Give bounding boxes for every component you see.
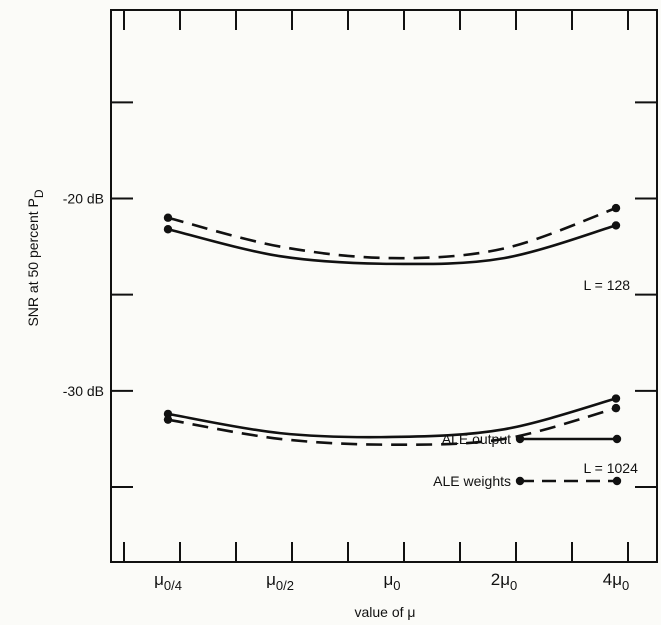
- y-tick-label: -30 dB: [63, 383, 104, 399]
- series-line-dashed: [167, 406, 617, 446]
- tick-marks: [111, 10, 657, 562]
- y-tick-label: -20 dB: [63, 190, 104, 206]
- series-endpoint-marker: [163, 415, 173, 424]
- curve-group-label: L = 128: [584, 277, 631, 293]
- legend-marker: [515, 434, 525, 444]
- y-tick-labels: -20 dB -30 dB: [63, 190, 104, 398]
- series-endpoint-marker: [611, 394, 621, 403]
- legend-label: ALE weights: [433, 473, 511, 489]
- legend-marker: [612, 476, 622, 486]
- x-tick-label: 2μ0: [491, 570, 517, 593]
- legend: ALE output ALE weights: [433, 431, 622, 489]
- plot-frame: [110, 9, 658, 563]
- series-endpoint-marker: [611, 203, 621, 213]
- legend-marker: [515, 476, 525, 486]
- x-tick-labels: μ0/4 μ0/2 μ0 2μ0 4μ0: [154, 570, 629, 593]
- x-tick-label: μ0/4: [154, 570, 182, 593]
- curve-group-label: L = 1024: [584, 460, 639, 476]
- legend-label: ALE output: [442, 431, 511, 447]
- series-endpoint-marker: [163, 409, 173, 419]
- x-axis-label: value of μ: [355, 604, 416, 620]
- series-group: [163, 203, 621, 446]
- series-endpoint-marker: [611, 403, 621, 413]
- series-line-solid: [167, 224, 617, 266]
- annotations: L = 128 L = 1024: [584, 277, 639, 476]
- series-endpoint-marker: [611, 221, 621, 230]
- legend-marker: [612, 434, 622, 444]
- series-line-solid: [167, 397, 617, 439]
- series-endpoint-marker: [163, 225, 173, 234]
- y-axis-label: SNR at 50 percent PD: [25, 189, 46, 326]
- x-tick-label: 4μ0: [603, 570, 629, 593]
- x-tick-label: μ0: [383, 570, 400, 593]
- x-tick-label: μ0/2: [266, 570, 294, 593]
- series-line-dashed: [167, 206, 617, 260]
- series-endpoint-marker: [163, 213, 173, 222]
